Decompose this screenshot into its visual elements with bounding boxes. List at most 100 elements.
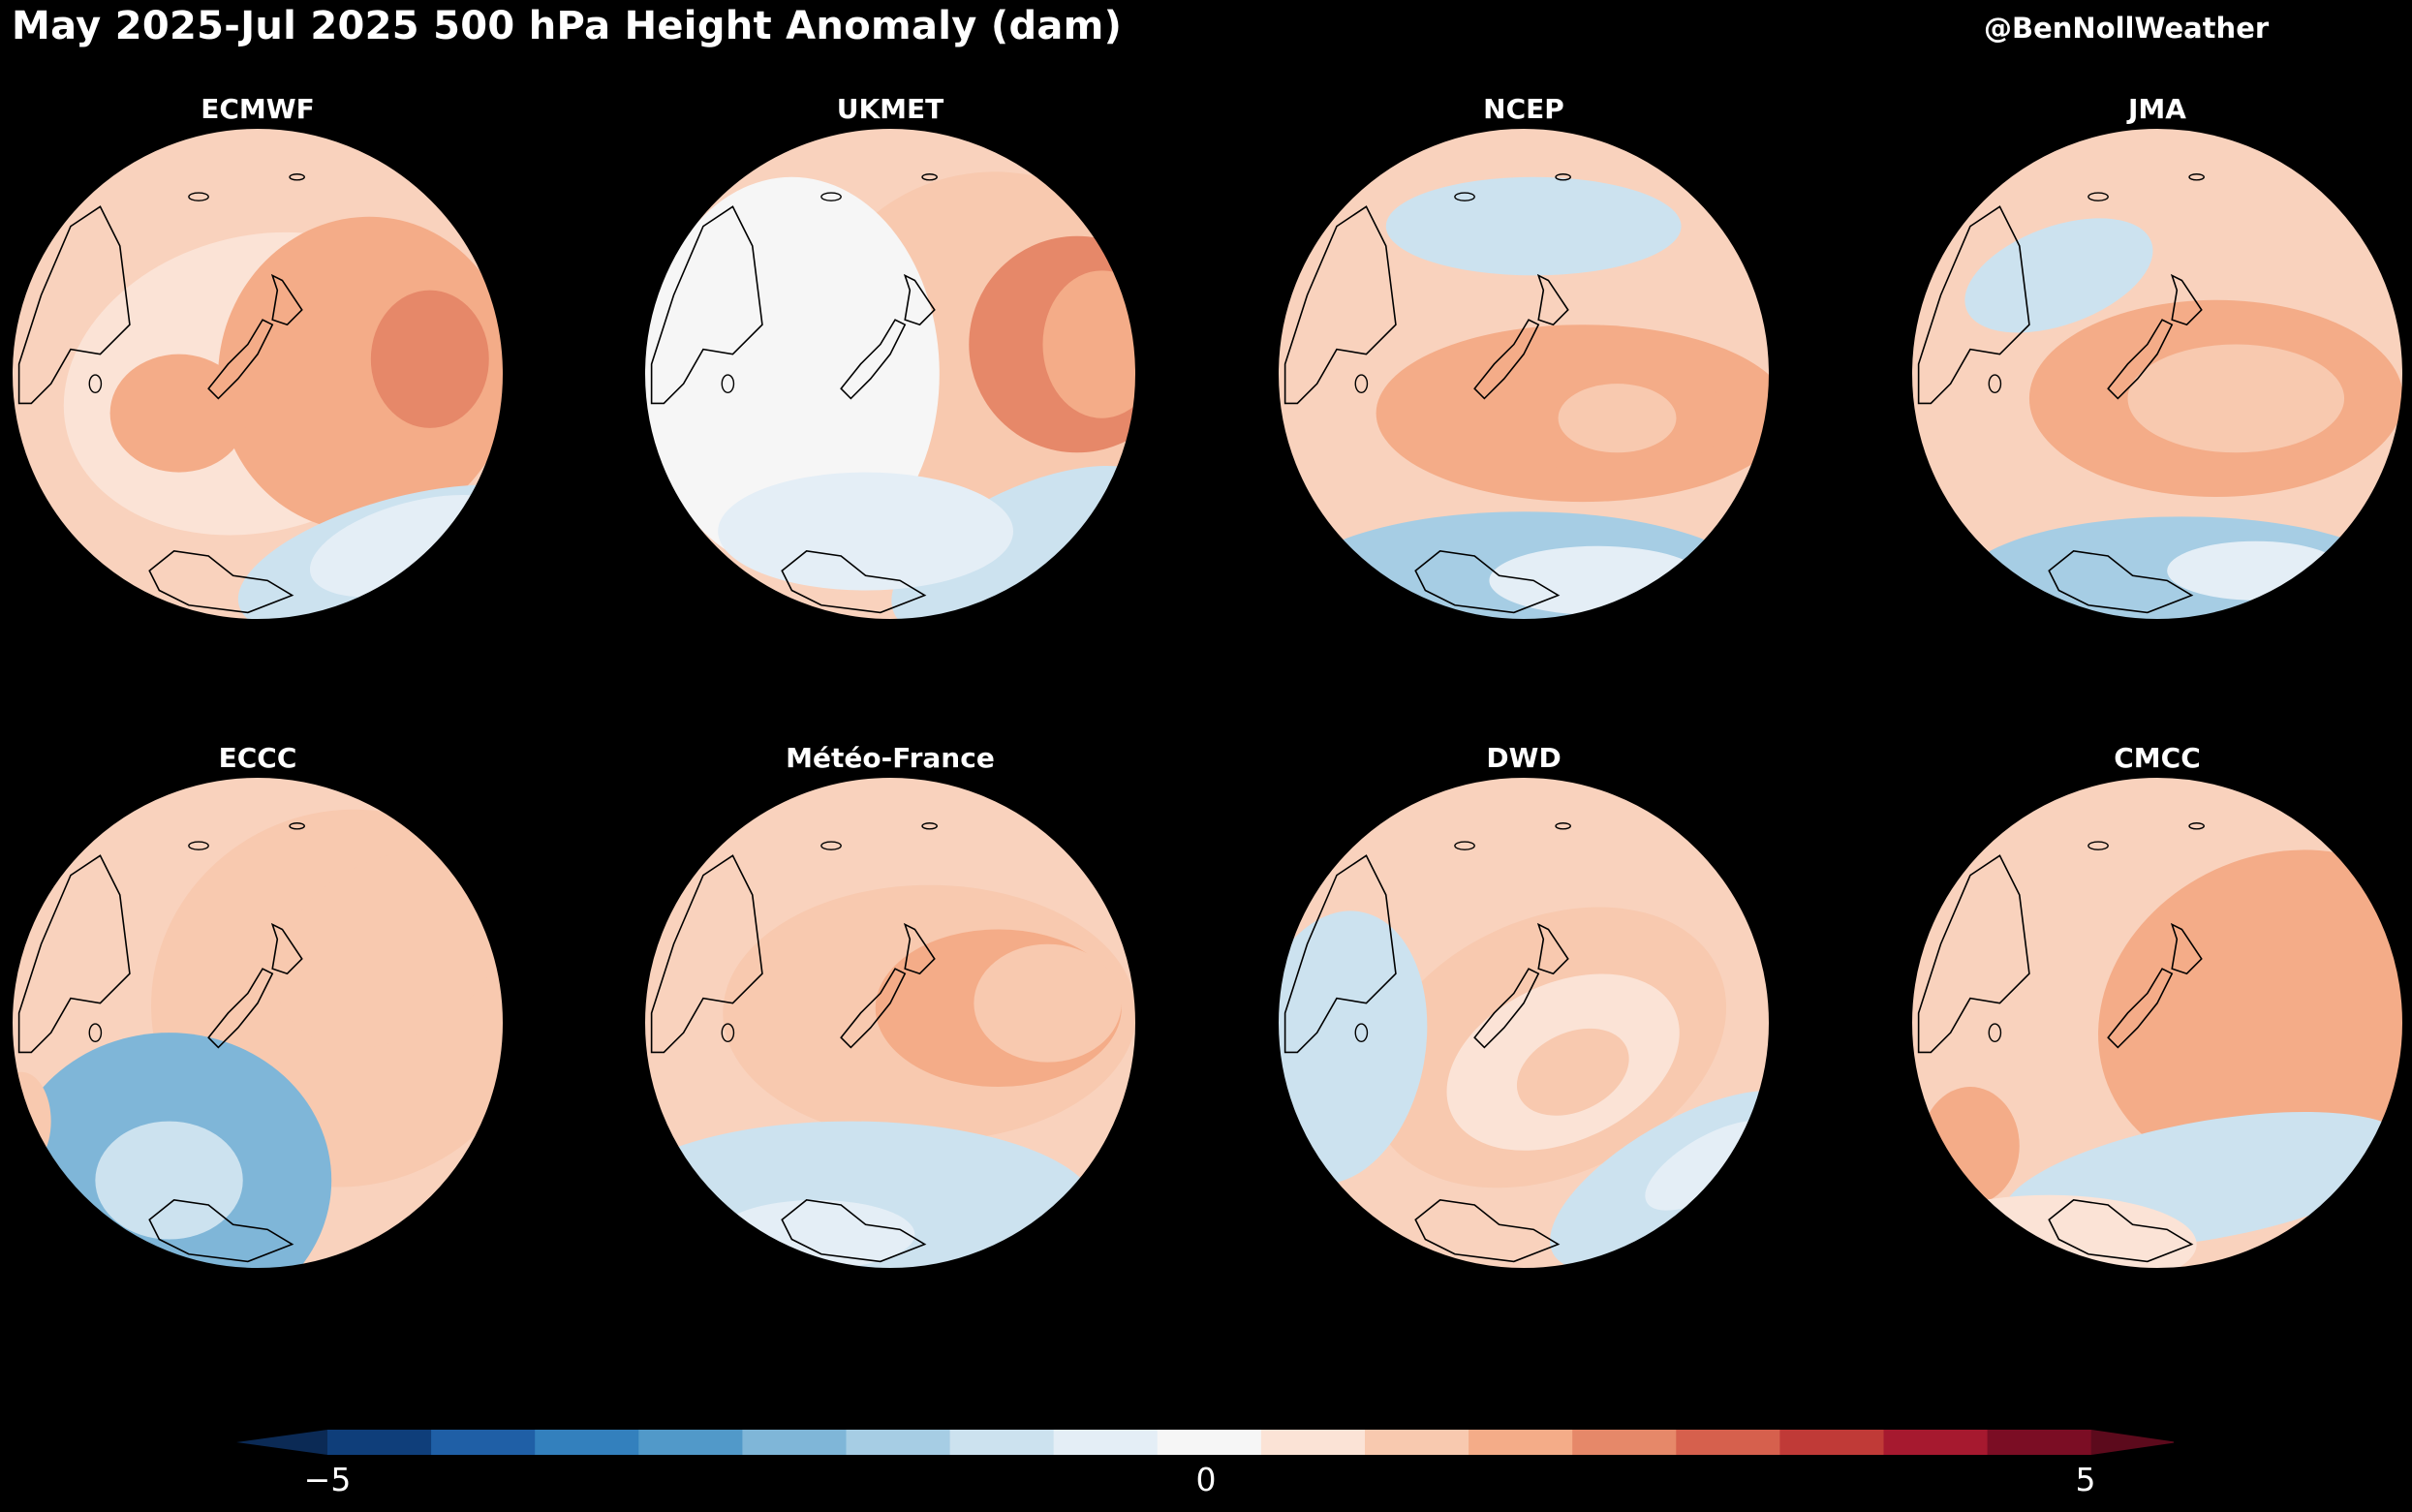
coastline: [781, 1199, 927, 1263]
anomaly-contour: [2127, 344, 2345, 453]
island-outline: [289, 173, 305, 181]
anomaly-globe: [643, 127, 1137, 621]
anomaly-contour: [370, 290, 489, 428]
colorbar-segment: [1260, 1430, 1366, 1455]
island-outline: [921, 822, 938, 830]
coastline: [1283, 854, 1397, 1054]
island-outline: [2188, 173, 2205, 181]
globe-rim: [11, 776, 505, 1270]
island-outline: [1454, 192, 1475, 201]
globe-rim: [643, 776, 1137, 1270]
anomaly-contour: [1385, 176, 1682, 276]
anomaly-contour: [1921, 1087, 2020, 1205]
colorbar-segment: [1779, 1430, 1884, 1455]
panel-title: CMCC: [2114, 742, 2201, 774]
coastline: [903, 273, 936, 326]
coastline: [1473, 319, 1540, 400]
coastline: [148, 1199, 294, 1263]
island-outline: [721, 1023, 735, 1043]
coastline: [2048, 1199, 2194, 1263]
coastline: [840, 968, 907, 1049]
anomaly-globe: [1277, 127, 1771, 621]
globe-rim: [1910, 776, 2404, 1270]
coastline: [781, 550, 927, 614]
island-outline: [188, 841, 209, 850]
anomaly-contour: [2167, 540, 2345, 601]
panel-title: ECMWF: [201, 93, 315, 125]
anomaly-globe: [1277, 776, 1771, 1270]
coastline: [1414, 550, 1561, 614]
anomaly-globe: [11, 776, 505, 1270]
coastline: [2170, 922, 2203, 975]
coastline: [2107, 319, 2174, 400]
island-outline: [1988, 374, 2002, 394]
colorbar-segment: [327, 1430, 432, 1455]
model-panel-eccc: ECCC: [6, 742, 510, 1323]
coastline: [1536, 922, 1569, 975]
colorbar-extend-high: [2090, 1430, 2174, 1455]
coastline: [270, 273, 303, 326]
globe-rim: [643, 127, 1137, 621]
colorbar-segment: [431, 1430, 536, 1455]
panel-title: NCEP: [1483, 93, 1564, 125]
coastline: [2048, 550, 2194, 614]
island-outline: [88, 374, 103, 394]
anomaly-contour: [1964, 218, 2153, 333]
coastline: [2107, 968, 2174, 1049]
island-outline: [1555, 173, 1571, 181]
coastline: [270, 922, 303, 975]
globe-rim: [1277, 127, 1771, 621]
island-outline: [921, 173, 938, 181]
model-panel-jma: JMA: [1905, 93, 2409, 674]
panel-title: UKMET: [836, 93, 944, 125]
colorbar-segment: [1883, 1430, 1989, 1455]
anomaly-contour: [109, 354, 248, 473]
credit-handle: @BenNollWeather: [1984, 12, 2270, 45]
coastline: [650, 854, 763, 1054]
anomaly-globe: [11, 127, 505, 621]
colorbar-extend-low: [236, 1430, 327, 1455]
colorbar-tick-min: −5: [303, 1461, 352, 1498]
colorbar-segment: [846, 1430, 951, 1455]
coastline: [1917, 205, 2030, 405]
island-outline: [2087, 192, 2109, 201]
coastline: [1414, 1199, 1561, 1263]
island-outline: [1454, 841, 1475, 850]
colorbar-segment: [1157, 1430, 1262, 1455]
colorbar: [236, 1430, 2174, 1455]
island-outline: [820, 192, 842, 201]
coastline: [1536, 273, 1569, 326]
colorbar-segment: [1572, 1430, 1677, 1455]
anomaly-contour: [95, 1121, 243, 1240]
coastline: [1473, 968, 1540, 1049]
anomaly-globe: [1910, 776, 2404, 1270]
model-panel-ukmet: UKMET: [638, 93, 1142, 674]
anomaly-globe: [643, 776, 1137, 1270]
globe-rim: [1910, 127, 2404, 621]
island-outline: [2188, 822, 2205, 830]
island-outline: [289, 822, 305, 830]
model-panel-ecmwf: ECMWF: [6, 93, 510, 674]
coastline: [17, 205, 131, 405]
coastline: [2170, 273, 2203, 326]
coastline: [207, 968, 274, 1049]
island-outline: [721, 374, 735, 394]
anomaly-contour: [1489, 545, 1706, 615]
coastline: [650, 205, 763, 405]
model-panel-cmcc: CMCC: [1905, 742, 2409, 1323]
island-outline: [2087, 841, 2109, 850]
anomaly-contour: [275, 850, 504, 1048]
island-outline: [88, 1023, 103, 1043]
anomaly-contour: [974, 943, 1122, 1063]
coastline: [903, 922, 936, 975]
island-outline: [820, 841, 842, 850]
coastline: [148, 550, 294, 614]
colorbar-segment: [1469, 1430, 1573, 1455]
colorbar-segment: [949, 1430, 1055, 1455]
coastline: [840, 319, 907, 400]
island-outline: [1354, 1023, 1369, 1043]
coastline: [1283, 205, 1397, 405]
colorbar-tick-zero: 0: [1195, 1461, 1217, 1498]
globe-rim: [11, 127, 505, 621]
panel-title: Météo-France: [786, 742, 995, 774]
